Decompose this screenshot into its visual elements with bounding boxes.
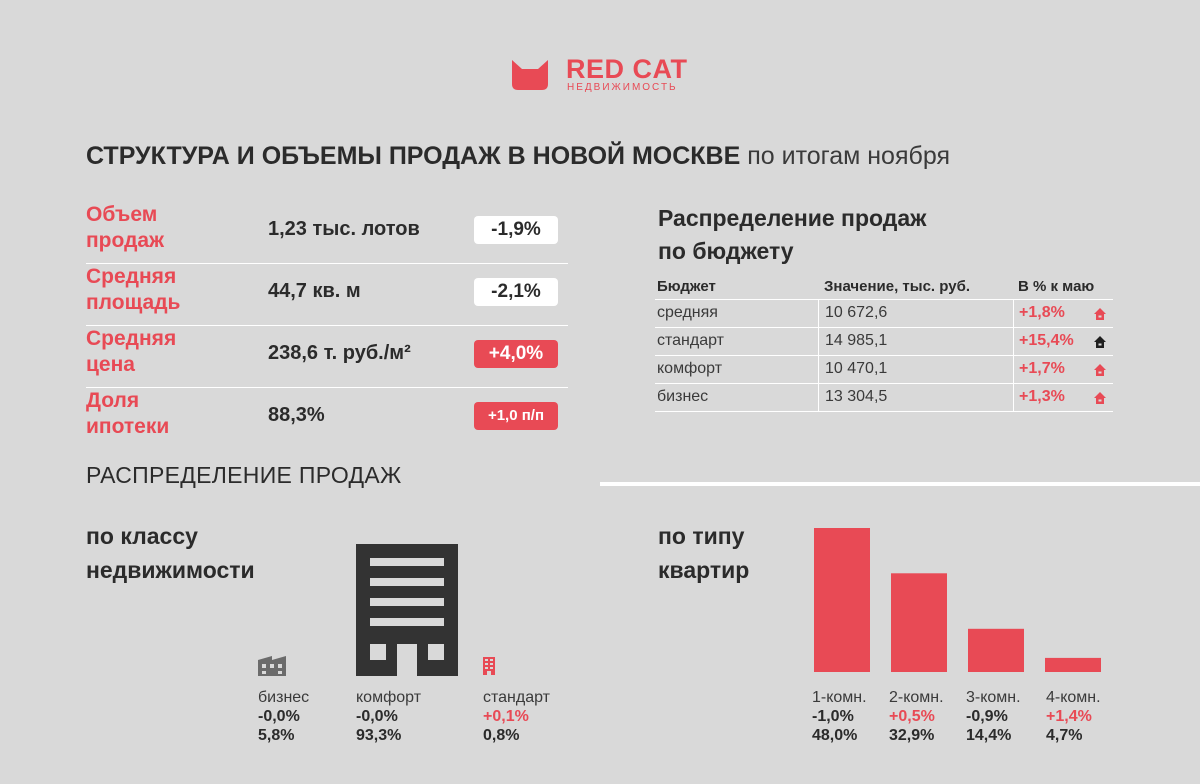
type-bar	[968, 628, 1024, 672]
budget-segment: комфорт	[657, 360, 723, 377]
budget-value: 10 470,1	[818, 356, 1014, 383]
budget-change: +15,4%	[1013, 328, 1113, 355]
kpi-label: Средняя цена	[86, 327, 177, 376]
budget-change-text: +1,8%	[1019, 304, 1065, 321]
kpi-value: 88,3%	[268, 404, 325, 426]
type-share: 48,0%	[812, 727, 858, 744]
class-change: +0,1%	[483, 708, 529, 725]
budget-value: 14 985,1	[818, 328, 1014, 355]
budget-segment: бизнес	[657, 388, 709, 405]
class-caption-business: бизнес -0,0% 5,8%	[258, 688, 309, 745]
budget-value: 10 672,6	[818, 300, 1014, 327]
kpi-divider	[86, 325, 568, 326]
table-header-row: Бюджет Значение, тыс. руб. В % к маю	[655, 274, 1113, 300]
class-name: стандарт	[483, 689, 550, 706]
type-bar	[1045, 657, 1101, 672]
class-share: 93,3%	[356, 727, 402, 744]
kpi-row-area: Средняя площадь 44,7 кв. м -2,1%	[86, 264, 568, 326]
budget-segment: средняя	[657, 304, 718, 321]
budget-value: 13 304,5	[818, 384, 1014, 411]
budget-change-text: +1,3%	[1019, 388, 1065, 405]
page-title: СТРУКТУРА И ОБЪЕМЫ ПРОДАЖ В НОВОЙ МОСКВЕ…	[86, 142, 950, 171]
class-name: бизнес	[258, 689, 310, 706]
house-red-icon	[1094, 308, 1106, 320]
kpi-value: 1,23 тыс. лотов	[268, 218, 420, 240]
table-row: стандарт 14 985,1 +15,4%	[655, 328, 1113, 356]
kpi-label: Доля ипотеки	[86, 389, 170, 438]
type-bar	[891, 573, 947, 672]
budget-table: Бюджет Значение, тыс. руб. В % к маю сре…	[655, 274, 1113, 412]
distribution-title: РАСПРЕДЕЛЕНИЕ ПРОДАЖ	[86, 462, 402, 488]
section-divider	[600, 482, 1200, 486]
class-caption-comfort: комфорт -0,0% 93,3%	[356, 688, 421, 745]
page-title-period: по итогам ноября	[747, 142, 950, 170]
budget-change-text: +15,4%	[1019, 332, 1074, 349]
type-name: 2-комн.	[889, 689, 944, 706]
class-caption-standard: стандарт +0,1% 0,8%	[483, 688, 550, 745]
class-share: 0,8%	[483, 727, 520, 744]
by-class-title: по классу недвижимости	[86, 523, 255, 583]
page-title-main: СТРУКТУРА И ОБЪЕМЫ ПРОДАЖ В НОВОЙ МОСКВЕ	[86, 142, 741, 170]
business-building-icon	[258, 656, 286, 676]
column-header: В % к маю	[1018, 278, 1095, 295]
type-change: +0,5%	[889, 708, 935, 725]
standard-building-icon	[483, 657, 495, 675]
kpi-label: Средняя площадь	[86, 265, 181, 314]
budget-change: +1,8%	[1013, 300, 1113, 327]
kpi-change-badge: +4,0%	[474, 340, 558, 368]
comfort-building-icon	[356, 544, 458, 676]
kpi-label: Объем продаж	[86, 203, 164, 252]
class-share: 5,8%	[258, 727, 295, 744]
class-change: -0,0%	[356, 708, 398, 725]
type-caption-1: 1-комн. -1,0% 48,0%	[812, 688, 867, 745]
type-share: 32,9%	[889, 727, 935, 744]
type-change: +1,4%	[1046, 708, 1092, 725]
class-change: -0,0%	[258, 708, 300, 725]
table-row: комфорт 10 470,1 +1,7%	[655, 356, 1113, 384]
type-name: 3-комн.	[966, 689, 1021, 706]
house-black-icon	[1094, 336, 1106, 348]
by-type-title: по типу квартир	[658, 523, 750, 583]
type-name: 4-комн.	[1046, 689, 1101, 706]
kpi-row-mortgage: Доля ипотеки 88,3% +1,0 п/п	[86, 388, 568, 450]
budget-change: +1,7%	[1013, 356, 1113, 383]
type-change: -1,0%	[812, 708, 854, 725]
house-red-icon	[1094, 364, 1106, 376]
house-red-icon	[1094, 392, 1106, 404]
brand-name: RED CAT	[566, 54, 688, 84]
kpi-row-volume: Объем продаж 1,23 тыс. лотов -1,9%	[86, 202, 568, 264]
kpi-change-badge: -1,9%	[474, 216, 558, 244]
type-caption-4: 4-комн. +1,4% 4,7%	[1046, 688, 1101, 745]
type-caption-3: 3-комн. -0,9% 14,4%	[966, 688, 1021, 745]
type-caption-2: 2-комн. +0,5% 32,9%	[889, 688, 944, 745]
type-name: 1-комн.	[812, 689, 867, 706]
type-change: -0,9%	[966, 708, 1008, 725]
budget-segment: стандарт	[657, 332, 724, 349]
kpi-value: 44,7 кв. м	[268, 280, 361, 302]
kpi-divider	[86, 263, 568, 264]
red-cat-logo-icon	[512, 60, 548, 90]
kpi-value: 238,6 т. руб./м²	[268, 342, 411, 364]
brand-subtitle: НЕДВИЖИМОСТЬ	[567, 82, 678, 93]
type-share: 14,4%	[966, 727, 1012, 744]
column-header: Значение, тыс. руб.	[824, 278, 971, 295]
type-bar	[814, 528, 870, 672]
class-name: комфорт	[356, 689, 422, 706]
kpi-row-price: Средняя цена 238,6 т. руб./м² +4,0%	[86, 326, 568, 388]
kpi-change-badge: +1,0 п/п	[474, 402, 558, 430]
kpi-divider	[86, 387, 568, 388]
budget-change-text: +1,7%	[1019, 360, 1065, 377]
table-row: средняя 10 672,6 +1,8%	[655, 300, 1113, 328]
kpi-change-badge: -2,1%	[474, 278, 558, 306]
type-share: 4,7%	[1046, 727, 1083, 744]
apartment-type-bars	[814, 528, 1101, 672]
budget-title: Распределение продаж по бюджету	[658, 205, 927, 264]
column-header: Бюджет	[657, 278, 716, 295]
table-row: бизнес 13 304,5 +1,3%	[655, 384, 1113, 412]
budget-change: +1,3%	[1013, 384, 1113, 411]
